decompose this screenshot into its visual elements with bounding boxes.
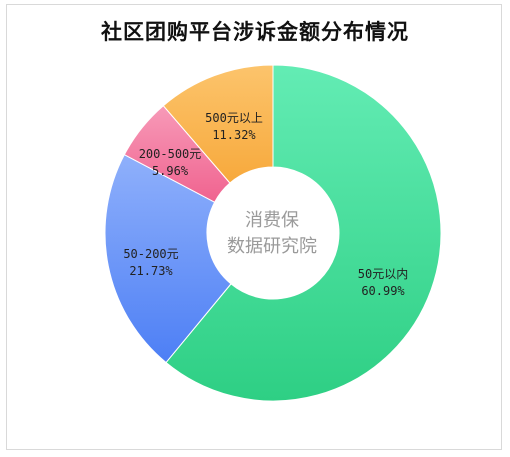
slice-3-value: 5.96%: [152, 164, 189, 178]
slice-4-value: 11.32%: [212, 128, 256, 142]
slice-2-value: 21.73%: [129, 264, 173, 278]
chart-title: 社区团购平台涉诉金额分布情况: [101, 20, 409, 44]
center-text-line-1: 消费保: [245, 210, 299, 231]
slice-1-label: 50元以内: [358, 267, 408, 281]
donut-hole: [207, 167, 339, 299]
center-text-line-2: 数据研究院: [227, 236, 317, 257]
slice-4-label: 500元以上: [205, 111, 263, 125]
slice-3-label: 200-500元: [139, 147, 202, 161]
slice-1-value: 60.99%: [361, 284, 405, 298]
slice-2-label: 50-200元: [123, 247, 178, 261]
